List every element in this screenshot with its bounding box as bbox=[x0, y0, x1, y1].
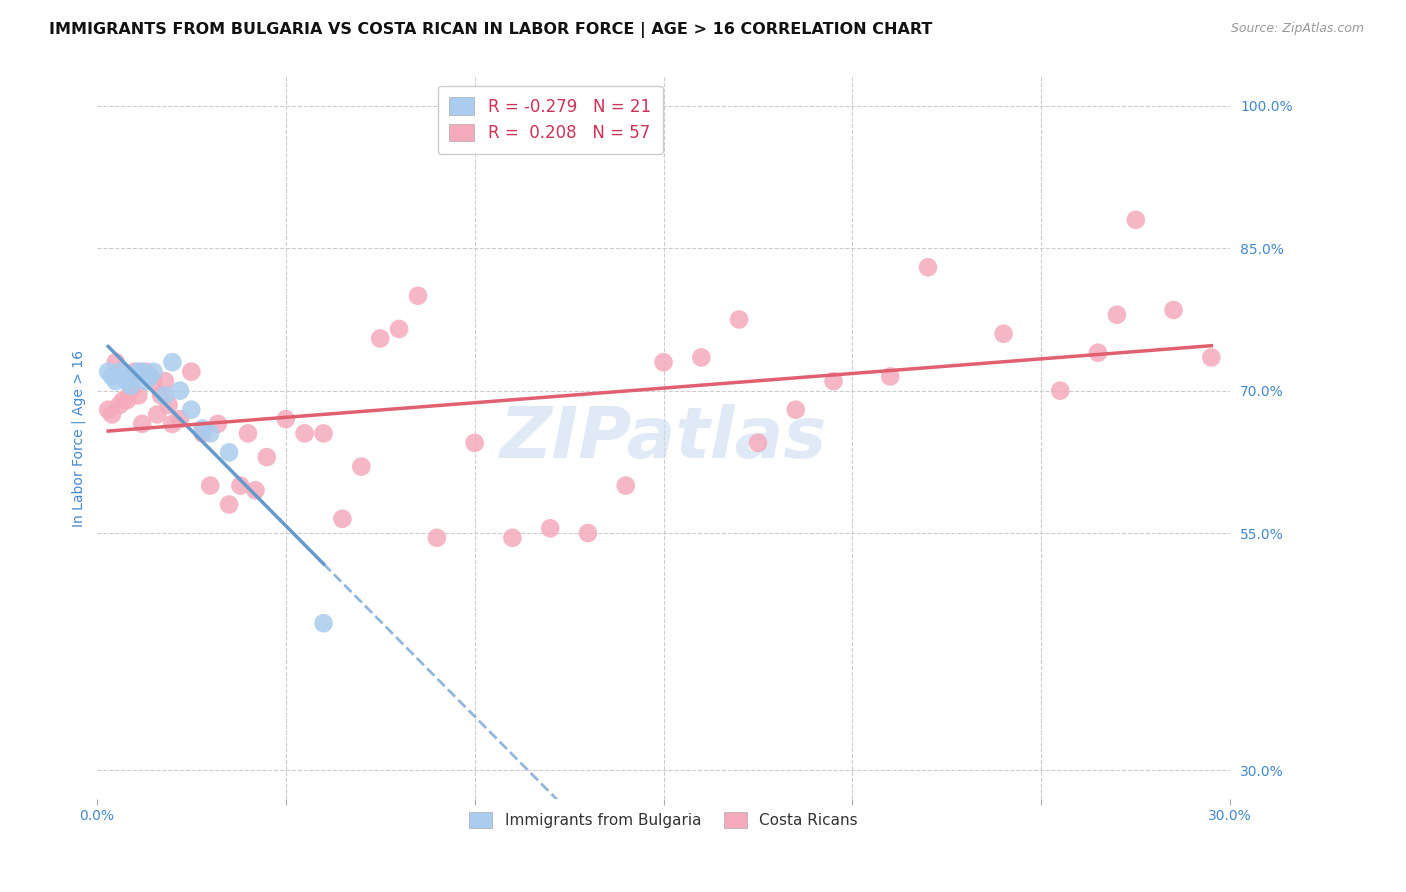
Point bbox=[332, 512, 354, 526]
Point bbox=[124, 369, 146, 384]
Point bbox=[1105, 308, 1128, 322]
Point bbox=[207, 417, 229, 431]
Point bbox=[1125, 212, 1147, 227]
Point bbox=[245, 483, 267, 498]
Point bbox=[294, 426, 316, 441]
Point bbox=[142, 374, 165, 388]
Point bbox=[97, 365, 120, 379]
Point bbox=[146, 408, 169, 422]
Point bbox=[728, 312, 751, 326]
Point bbox=[131, 417, 153, 431]
Point bbox=[1087, 345, 1109, 359]
Point bbox=[464, 436, 486, 450]
Point bbox=[153, 388, 176, 402]
Point bbox=[162, 417, 184, 431]
Point bbox=[191, 422, 214, 436]
Point bbox=[256, 450, 278, 464]
Point bbox=[115, 393, 138, 408]
Point bbox=[153, 374, 176, 388]
Point bbox=[139, 369, 162, 384]
Point bbox=[236, 426, 259, 441]
Point bbox=[1049, 384, 1071, 398]
Point bbox=[350, 459, 373, 474]
Point bbox=[576, 526, 599, 541]
Point bbox=[104, 355, 127, 369]
Point bbox=[538, 521, 561, 535]
Legend: Immigrants from Bulgaria, Costa Ricans: Immigrants from Bulgaria, Costa Ricans bbox=[463, 806, 863, 835]
Point bbox=[406, 289, 429, 303]
Point bbox=[690, 351, 713, 365]
Point bbox=[823, 374, 845, 388]
Point bbox=[1163, 303, 1185, 318]
Point bbox=[229, 478, 252, 492]
Point bbox=[135, 365, 157, 379]
Point bbox=[139, 369, 162, 384]
Point bbox=[785, 402, 807, 417]
Point bbox=[879, 369, 901, 384]
Point bbox=[614, 478, 637, 492]
Point bbox=[652, 355, 675, 369]
Y-axis label: In Labor Force | Age > 16: In Labor Force | Age > 16 bbox=[72, 350, 86, 526]
Point bbox=[747, 436, 769, 450]
Point bbox=[108, 398, 131, 412]
Point bbox=[104, 374, 127, 388]
Point bbox=[388, 322, 411, 336]
Point bbox=[112, 369, 135, 384]
Point bbox=[198, 426, 221, 441]
Point bbox=[426, 531, 449, 545]
Point bbox=[157, 398, 180, 412]
Point bbox=[112, 393, 135, 408]
Point bbox=[218, 445, 240, 459]
Point bbox=[1201, 351, 1223, 365]
Point bbox=[191, 426, 214, 441]
Point bbox=[108, 365, 131, 379]
Point bbox=[97, 402, 120, 417]
Point bbox=[124, 365, 146, 379]
Point bbox=[127, 365, 149, 379]
Point bbox=[218, 498, 240, 512]
Point bbox=[162, 355, 184, 369]
Point bbox=[993, 326, 1015, 341]
Point bbox=[120, 384, 142, 398]
Point bbox=[169, 384, 191, 398]
Point bbox=[135, 374, 157, 388]
Point bbox=[120, 379, 142, 393]
Point bbox=[501, 531, 523, 545]
Point bbox=[180, 365, 202, 379]
Point bbox=[169, 412, 191, 426]
Point bbox=[368, 331, 391, 345]
Point bbox=[127, 388, 149, 402]
Text: IMMIGRANTS FROM BULGARIA VS COSTA RICAN IN LABOR FORCE | AGE > 16 CORRELATION CH: IMMIGRANTS FROM BULGARIA VS COSTA RICAN … bbox=[49, 22, 932, 38]
Point bbox=[115, 374, 138, 388]
Point bbox=[150, 388, 173, 402]
Text: Source: ZipAtlas.com: Source: ZipAtlas.com bbox=[1230, 22, 1364, 36]
Point bbox=[312, 426, 335, 441]
Point bbox=[142, 365, 165, 379]
Point bbox=[101, 369, 124, 384]
Point bbox=[312, 616, 335, 631]
Text: ZIPatlas: ZIPatlas bbox=[501, 404, 827, 473]
Point bbox=[274, 412, 297, 426]
Point bbox=[198, 478, 221, 492]
Point bbox=[180, 402, 202, 417]
Point bbox=[131, 365, 153, 379]
Point bbox=[917, 260, 939, 275]
Point bbox=[101, 408, 124, 422]
